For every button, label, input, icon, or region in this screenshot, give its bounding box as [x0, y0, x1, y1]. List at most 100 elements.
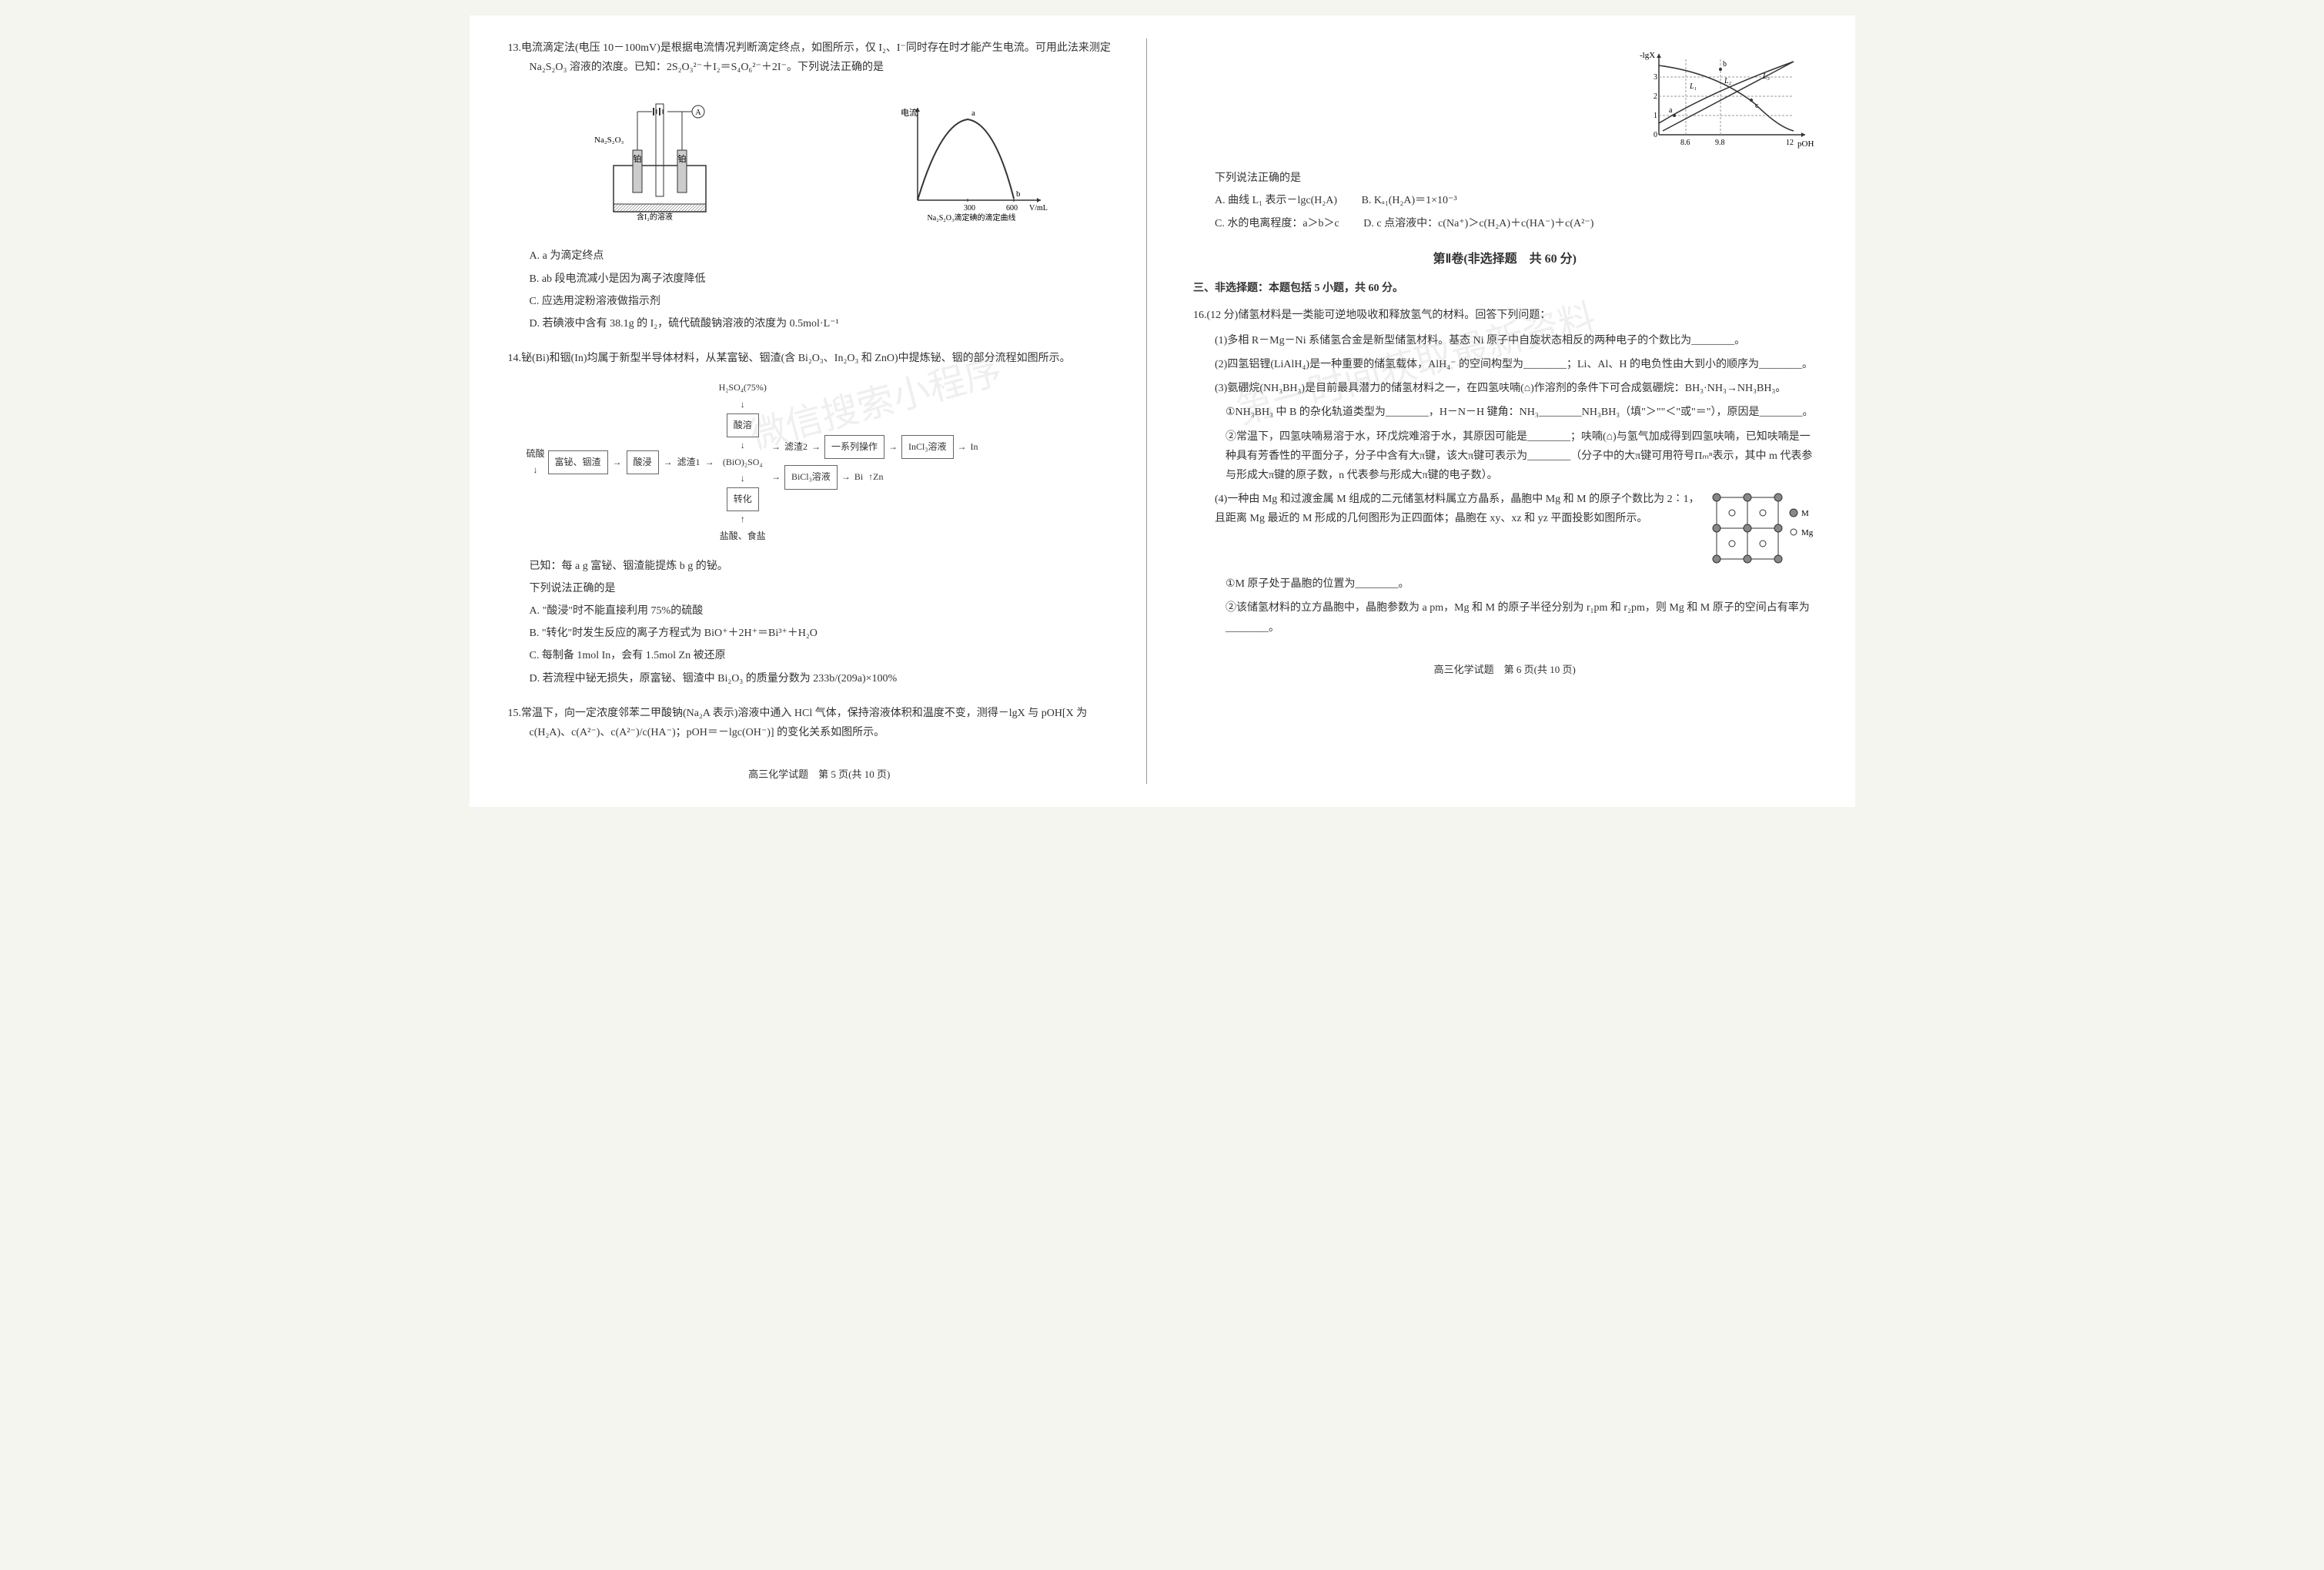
svg-text:3: 3 — [1654, 73, 1657, 82]
q15-stem: 15.常温下，向一定浓度邻苯二甲酸钠(Na₂A 表示)溶液中通入 HCl 气体，… — [508, 704, 1132, 742]
flow-node-0: 富铋、铟渣 — [548, 450, 608, 475]
left-page-num: 第 5 页(共 10 页) — [818, 768, 890, 780]
right-footer: 高三化学试题 第 6 页(共 10 页) — [1193, 661, 1817, 678]
svg-text:a: a — [971, 109, 975, 118]
q13-option-d: D. 若碘液中含有 38.1g 的 I₂，硫代硫酸钠溶液的浓度为 0.5mol·… — [508, 314, 1132, 333]
q13-curve-svg: a b 300 600 V/mL 电流 Na₂S₂O₃滴定碘的滴定曲线 — [894, 100, 1048, 223]
q14-known: 已知：每 a g 富铋、铟渣能提炼 b g 的铋。 — [508, 557, 1132, 576]
question-16: 16.(12 分)储氢材料是一类能可逆地吸收和释放氢气的材料。回答下列问题： (… — [1193, 306, 1817, 638]
q13-diagrams: 铂 铂 A Na₂S₂O₃ 含I₂的溶液 — [508, 89, 1132, 235]
q13-text: 电流滴定法(电压 10－100mV)是根据电流情况判断滴定终点，如图所示，仅 I… — [521, 42, 1111, 73]
section-2-title: 第Ⅱ卷(非选择题 共 60 分) — [1193, 249, 1817, 271]
question-15: 15.常温下，向一定浓度邻苯二甲酸钠(Na₂A 表示)溶液中通入 HCl 气体，… — [508, 704, 1132, 742]
flow-node-5: 滤渣2 — [784, 441, 808, 452]
q15-opt-d-text: D. c 点溶液中：c(Na⁺)＞c(H₂A)＋c(HA⁻)＋c(A²⁻) — [1363, 218, 1593, 229]
q16-p2: (2)四氢铝锂(LiAlH₄)是一种重要的储氢载体，AlH₄⁻ 的空间构型为__… — [1193, 355, 1817, 374]
subject-label-r: 高三化学试题 — [1434, 664, 1494, 675]
q13-stem: 13.电流滴定法(电压 10－100mV)是根据电流情况判断滴定终点，如图所示，… — [508, 38, 1132, 77]
svg-text:8.6: 8.6 — [1680, 139, 1690, 147]
flow-node-4: 转化 — [727, 487, 759, 512]
pt-label-2: 铂 — [677, 153, 686, 164]
q15-graph-svg: a b c L₁ L₂ L₃ 0 1 2 3 8.6 9.8 12 -lgX p… — [1632, 46, 1817, 154]
q16-p3-2: ②常温下，四氢呋喃易溶于水，环戊烷难溶于水，其原因可能是________；呋喃(… — [1193, 427, 1817, 486]
q15-graph-container: a b c L₁ L₂ L₃ 0 1 2 3 8.6 9.8 12 -lgX p… — [1193, 38, 1817, 169]
curve-ylabel: 电流 — [901, 107, 918, 118]
flow-node-2: 滤渣1 — [677, 454, 701, 471]
q13-option-b: B. ab 段电流减小是因为离子浓度降低 — [508, 269, 1132, 289]
flow-node-9: BiCl₃溶液 — [784, 465, 838, 490]
q16-points: (12 分) — [1207, 310, 1239, 321]
left-column: 13.电流滴定法(电压 10－100mV)是根据电流情况判断滴定终点，如图所示，… — [493, 38, 1148, 784]
flow-node-7: InCl₃溶液 — [901, 435, 954, 460]
q15-text: 常温下，向一定浓度邻苯二甲酸钠(Na₂A 表示)溶液中通入 HCl 气体，保持溶… — [521, 708, 1087, 738]
pt-label-1: 铂 — [633, 153, 641, 164]
question-13: 13.电流滴定法(电压 10－100mV)是根据电流情况判断滴定终点，如图所示，… — [508, 38, 1132, 333]
flow-node-10: Bi — [854, 471, 863, 482]
q16-number: 16. — [1193, 310, 1207, 321]
na2s2o3-label: Na₂S₂O₃ — [594, 136, 624, 145]
svg-text:0: 0 — [1654, 131, 1657, 139]
flow-input-1: 硫酸 — [527, 446, 545, 463]
q16-stem: 16.(12 分)储氢材料是一类能可逆地吸收和释放氢气的材料。回答下列问题： — [1193, 306, 1817, 325]
svg-text:c: c — [1755, 102, 1759, 110]
flow-input-3: 盐酸、食盐 — [720, 528, 766, 545]
flow-node-8: In — [971, 441, 978, 452]
flow-input-5: (BiO)₂SO₄ — [723, 454, 763, 471]
q15-prompt: 下列说法正确的是 — [1193, 169, 1817, 188]
q14-flow: 硫酸 ↓ 富铋、铟渣 → 酸浸 → 滤渣1 → H₂SO₄(75%) ↓ 酸溶 … — [508, 380, 1132, 544]
q16-text: 储氢材料是一类能可逆地吸收和释放氢气的材料。回答下列问题： — [1238, 310, 1550, 321]
svg-text:b: b — [1016, 189, 1021, 199]
q15-xlabel: pOH — [1797, 139, 1814, 149]
q15-opt-b-text: B. Kₐ₁(H₂A)＝1×10⁻³ — [1362, 195, 1457, 206]
q14-option-a: A. "酸浸"时不能直接利用 75%的硫酸 — [508, 601, 1132, 621]
q15-option-c: C. 水的电离程度：a＞b＞c D. c 点溶液中：c(Na⁺)＞c(H₂A)＋… — [1193, 214, 1817, 233]
q13-apparatus-svg: 铂 铂 A Na₂S₂O₃ 含I₂的溶液 — [590, 96, 729, 227]
q16-p1: (1)多相 R－Mg－Ni 系储氢合金是新型储氢材料。基态 Ni 原子中自旋状态… — [1193, 331, 1817, 350]
svg-text:600: 600 — [1006, 204, 1018, 213]
subject-label: 高三化学试题 — [748, 768, 808, 780]
flow-input-2: H₂SO₄(75%) — [719, 380, 767, 397]
curve-caption: Na₂S₂O₃滴定碘的滴定曲线 — [927, 213, 1015, 223]
q15-opt-c-text: C. 水的电离程度：a＞b＞c — [1215, 218, 1339, 229]
page-spread: 微信搜索小程序 第一时间获取最新资料 13.电流滴定法(电压 10－100mV)… — [470, 15, 1855, 807]
right-page-num: 第 6 页(共 10 页) — [1504, 664, 1576, 675]
legend-m: M — [1801, 509, 1809, 518]
section-2-subtitle: 三、非选择题：本题包括 5 小题，共 60 分。 — [1193, 279, 1817, 298]
svg-text:L₃: L₃ — [1762, 72, 1771, 81]
question-14: 14.铋(Bi)和铟(In)均属于新型半导体材料，从某富铋、铟渣(含 Bi₂O₃… — [508, 349, 1132, 688]
flow-node-3: 酸溶 — [727, 413, 759, 438]
svg-text:L₁: L₁ — [1689, 82, 1697, 91]
q14-text: 铋(Bi)和铟(In)均属于新型半导体材料，从某富铋、铟渣(含 Bi₂O₃、In… — [521, 353, 1071, 364]
svg-text:b: b — [1723, 60, 1727, 69]
q15-number: 15. — [508, 708, 522, 719]
q14-stem: 14.铋(Bi)和铟(In)均属于新型半导体材料，从某富铋、铟渣(含 Bi₂O₃… — [508, 349, 1132, 368]
q16-p3-1: ①NH₃BH₃ 中 B 的杂化轨道类型为________，H－N－H 键角：NH… — [1193, 403, 1817, 422]
curve-xlabel: V/mL — [1029, 204, 1048, 213]
q16-p4-2: ②该储氢材料的立方晶胞中，晶胞参数为 a pm，Mg 和 M 的原子半径分别为 … — [1193, 598, 1817, 637]
q15-option-a: A. 曲线 L₁ 表示－lgc(H₂A) B. Kₐ₁(H₂A)＝1×10⁻³ — [1193, 191, 1817, 210]
svg-text:L₂: L₂ — [1724, 77, 1732, 85]
flow-node-1: 酸浸 — [627, 450, 659, 475]
svg-text:9.8: 9.8 — [1715, 139, 1725, 147]
svg-text:2: 2 — [1654, 92, 1657, 101]
q16-p3: (3)氨硼烷(NH₃BH₃)是目前最具潜力的储氢材料之一，在四氢呋喃(⌂)作溶剂… — [1193, 379, 1817, 398]
q15-ylabel: -lgX — [1640, 51, 1655, 60]
flow-node-6: 一系列操作 — [824, 435, 884, 460]
q14-option-c: C. 每制备 1mol In，会有 1.5mol Zn 被还原 — [508, 646, 1132, 665]
svg-text:300: 300 — [964, 204, 975, 213]
svg-text:a: a — [1669, 106, 1673, 115]
svg-text:12: 12 — [1786, 139, 1794, 147]
q13-option-a: A. a 为滴定终点 — [508, 246, 1132, 266]
q14-number: 14. — [508, 353, 522, 364]
q16-crystal-svg: M Mg — [1709, 490, 1817, 574]
right-column: a b c L₁ L₂ L₃ 0 1 2 3 8.6 9.8 12 -lgX p… — [1178, 38, 1832, 784]
q14-option-b: B. "转化"时发生反应的离子方程式为 BiO⁺＋2H⁺＝Bi³⁺＋H₂O — [508, 624, 1132, 643]
svg-text:A: A — [695, 109, 701, 117]
left-footer: 高三化学试题 第 5 页(共 10 页) — [508, 765, 1132, 783]
q13-number: 13. — [508, 42, 522, 54]
q15-opt-a-text: A. 曲线 L₁ 表示－lgc(H₂A) — [1215, 195, 1337, 206]
solution-label: 含I₂的溶液 — [637, 212, 673, 222]
q13-option-c: C. 应选用淀粉溶液做指示剂 — [508, 292, 1132, 311]
q14-option-d: D. 若流程中铋无损失，原富铋、铟渣中 Bi₂O₃ 的质量分数为 233b/(2… — [508, 669, 1132, 688]
q14-prompt: 下列说法正确的是 — [508, 579, 1132, 598]
